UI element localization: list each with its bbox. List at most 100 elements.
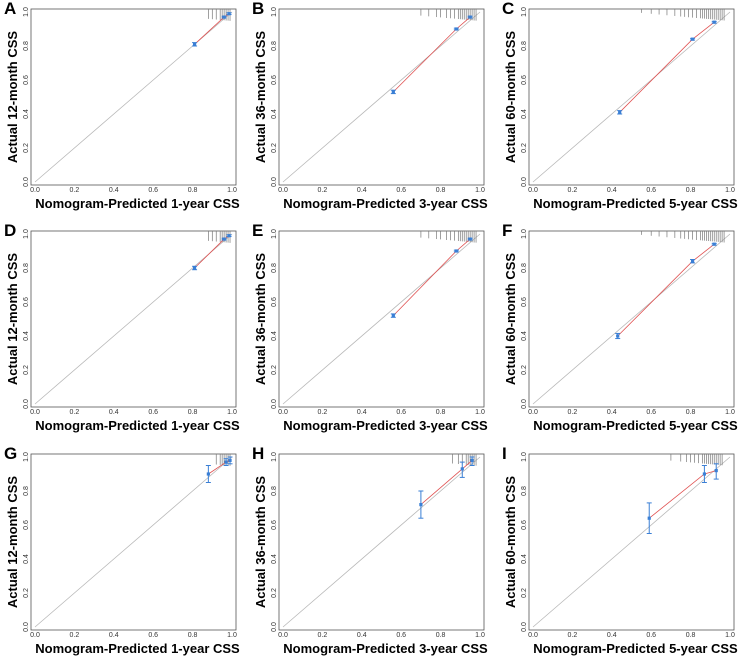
plot-frame <box>278 230 485 408</box>
data-point <box>222 15 226 19</box>
x-tick-label: 0.4 <box>607 187 617 194</box>
y-tick-label: 0.6 <box>271 297 278 307</box>
plot-frame <box>528 230 735 408</box>
x-tick-label: 0.2 <box>568 187 578 194</box>
data-point <box>616 334 620 338</box>
ideal-reference-line <box>282 11 481 183</box>
calibration-fit-line <box>617 243 715 337</box>
y-tick-label: 0.4 <box>271 554 278 564</box>
calibration-panel-b: 0.0 0.2 0.4 0.6 0.8 1.0 0.0 0.2 0.4 0.6 0.8 1.0 Nomo… <box>252 0 488 211</box>
y-tick-label: 1.0 <box>271 7 278 17</box>
panel-letter: F <box>502 221 512 240</box>
data-point <box>224 460 228 464</box>
ideal-reference-line <box>282 233 481 405</box>
calibration-panel-f: 0.0 0.2 0.4 0.6 0.8 1.0 0.0 0.2 0.4 0.6 0.8 1.0 Nomo… <box>502 221 738 433</box>
y-axis-title: Actual 36-month CSS <box>253 476 268 609</box>
y-axis-title: Actual 12-month CSS <box>5 31 20 164</box>
plot-frame <box>30 8 237 186</box>
data-point <box>222 237 226 241</box>
x-tick-label: 0.8 <box>686 409 696 416</box>
panel-letter: E <box>252 221 263 240</box>
calibration-panel-a: 0.0 0.2 0.4 0.6 0.8 1.0 0.0 0.2 0.4 0.6 0.8 1.0 Nomo… <box>4 0 240 211</box>
x-tick-label: 0.0 <box>528 632 538 639</box>
x-tick-label: 0.0 <box>278 409 288 416</box>
x-tick-label: 0.0 <box>30 187 40 194</box>
y-tick-label: 0.2 <box>23 588 30 598</box>
y-axis-title: Actual 60-month CSS <box>503 31 518 164</box>
data-point <box>690 37 695 41</box>
plot-frame <box>278 453 485 631</box>
data-point <box>468 15 472 19</box>
y-tick-label: 0.0 <box>271 622 278 632</box>
x-tick-label: 0.6 <box>396 409 406 416</box>
y-axis-title: Actual 60-month CSS <box>503 476 518 609</box>
y-tick-label: 0.6 <box>521 520 528 530</box>
x-tick-label: 0.8 <box>436 187 446 194</box>
data-point <box>419 503 423 507</box>
x-tick-label: 0.0 <box>30 632 40 639</box>
panel-letter: A <box>4 0 16 18</box>
plot-frame <box>30 453 237 631</box>
x-tick-label: 0.0 <box>528 187 538 194</box>
calibration-panel-h: 0.0 0.2 0.4 0.6 0.8 1.0 0.0 0.2 0.4 0.6 0.8 1.0 Nomo… <box>252 444 488 656</box>
data-point <box>468 237 472 241</box>
x-axis-title: Nomogram-Predicted 3-year CSS <box>283 641 488 656</box>
x-tick-label: 0.2 <box>318 187 328 194</box>
y-tick-label: 0.8 <box>271 263 278 273</box>
x-tick-label: 0.2 <box>70 409 80 416</box>
x-tick-label: 0.0 <box>528 409 538 416</box>
x-tick-label: 1.0 <box>725 187 735 194</box>
y-tick-label: 0.0 <box>271 399 278 409</box>
x-tick-label: 0.6 <box>396 632 406 639</box>
y-tick-label: 1.0 <box>23 7 30 17</box>
data-point <box>227 234 231 238</box>
y-tick-label: 0.6 <box>271 520 278 530</box>
y-axis-title: Actual 60-month CSS <box>503 253 518 386</box>
x-tick-label: 0.6 <box>148 187 158 194</box>
y-tick-label: 0.6 <box>23 520 30 530</box>
ideal-reference-line <box>34 233 233 405</box>
y-tick-label: 0.4 <box>271 109 278 119</box>
y-axis-title: Actual 12-month CSS <box>5 476 20 609</box>
calibration-fit-line <box>420 460 473 505</box>
x-axis-title: Nomogram-Predicted 1-year CSS <box>35 418 240 433</box>
y-tick-label: 1.0 <box>521 7 528 17</box>
x-tick-label: 1.0 <box>227 409 237 416</box>
x-tick-label: 0.8 <box>436 632 446 639</box>
ideal-reference-line <box>532 456 731 628</box>
y-tick-label: 1.0 <box>271 452 278 462</box>
x-axis-title: Nomogram-Predicted 3-year CSS <box>283 418 488 433</box>
data-point <box>712 20 716 24</box>
y-tick-label: 0.0 <box>23 622 30 632</box>
calibration-panel-g: 0.0 0.2 0.4 0.6 0.8 1.0 0.0 0.2 0.4 0.6 0.8 1.0 Nomo… <box>4 444 240 656</box>
x-tick-label: 0.8 <box>686 187 696 194</box>
x-tick-label: 0.0 <box>278 187 288 194</box>
y-tick-label: 0.6 <box>23 297 30 307</box>
data-point <box>192 42 197 46</box>
y-tick-label: 0.4 <box>521 554 528 564</box>
y-tick-label: 0.0 <box>23 399 30 409</box>
data-point <box>712 242 716 246</box>
data-point <box>714 469 718 473</box>
data-point <box>702 472 706 476</box>
x-axis-title: Nomogram-Predicted 1-year CSS <box>35 641 240 656</box>
y-tick-label: 1.0 <box>23 229 30 239</box>
calibration-fit-line <box>619 21 715 113</box>
x-tick-label: 0.6 <box>396 187 406 194</box>
y-axis-title: Actual 36-month CSS <box>253 253 268 386</box>
y-tick-label: 0.0 <box>23 177 30 187</box>
x-axis-title: Nomogram-Predicted 5-year CSS <box>533 641 738 656</box>
y-tick-label: 0.4 <box>271 331 278 341</box>
plot-frame <box>30 230 237 408</box>
x-tick-label: 0.4 <box>109 409 119 416</box>
y-tick-label: 0.4 <box>521 331 528 341</box>
y-tick-label: 0.2 <box>23 365 30 375</box>
x-tick-label: 0.2 <box>568 409 578 416</box>
y-tick-label: 0.8 <box>23 41 30 51</box>
x-tick-label: 1.0 <box>227 187 237 194</box>
x-tick-label: 0.6 <box>646 632 656 639</box>
y-tick-label: 0.4 <box>23 554 30 564</box>
panel-letter: H <box>252 444 264 463</box>
x-axis-title: Nomogram-Predicted 1-year CSS <box>35 196 240 211</box>
x-tick-label: 0.4 <box>109 632 119 639</box>
